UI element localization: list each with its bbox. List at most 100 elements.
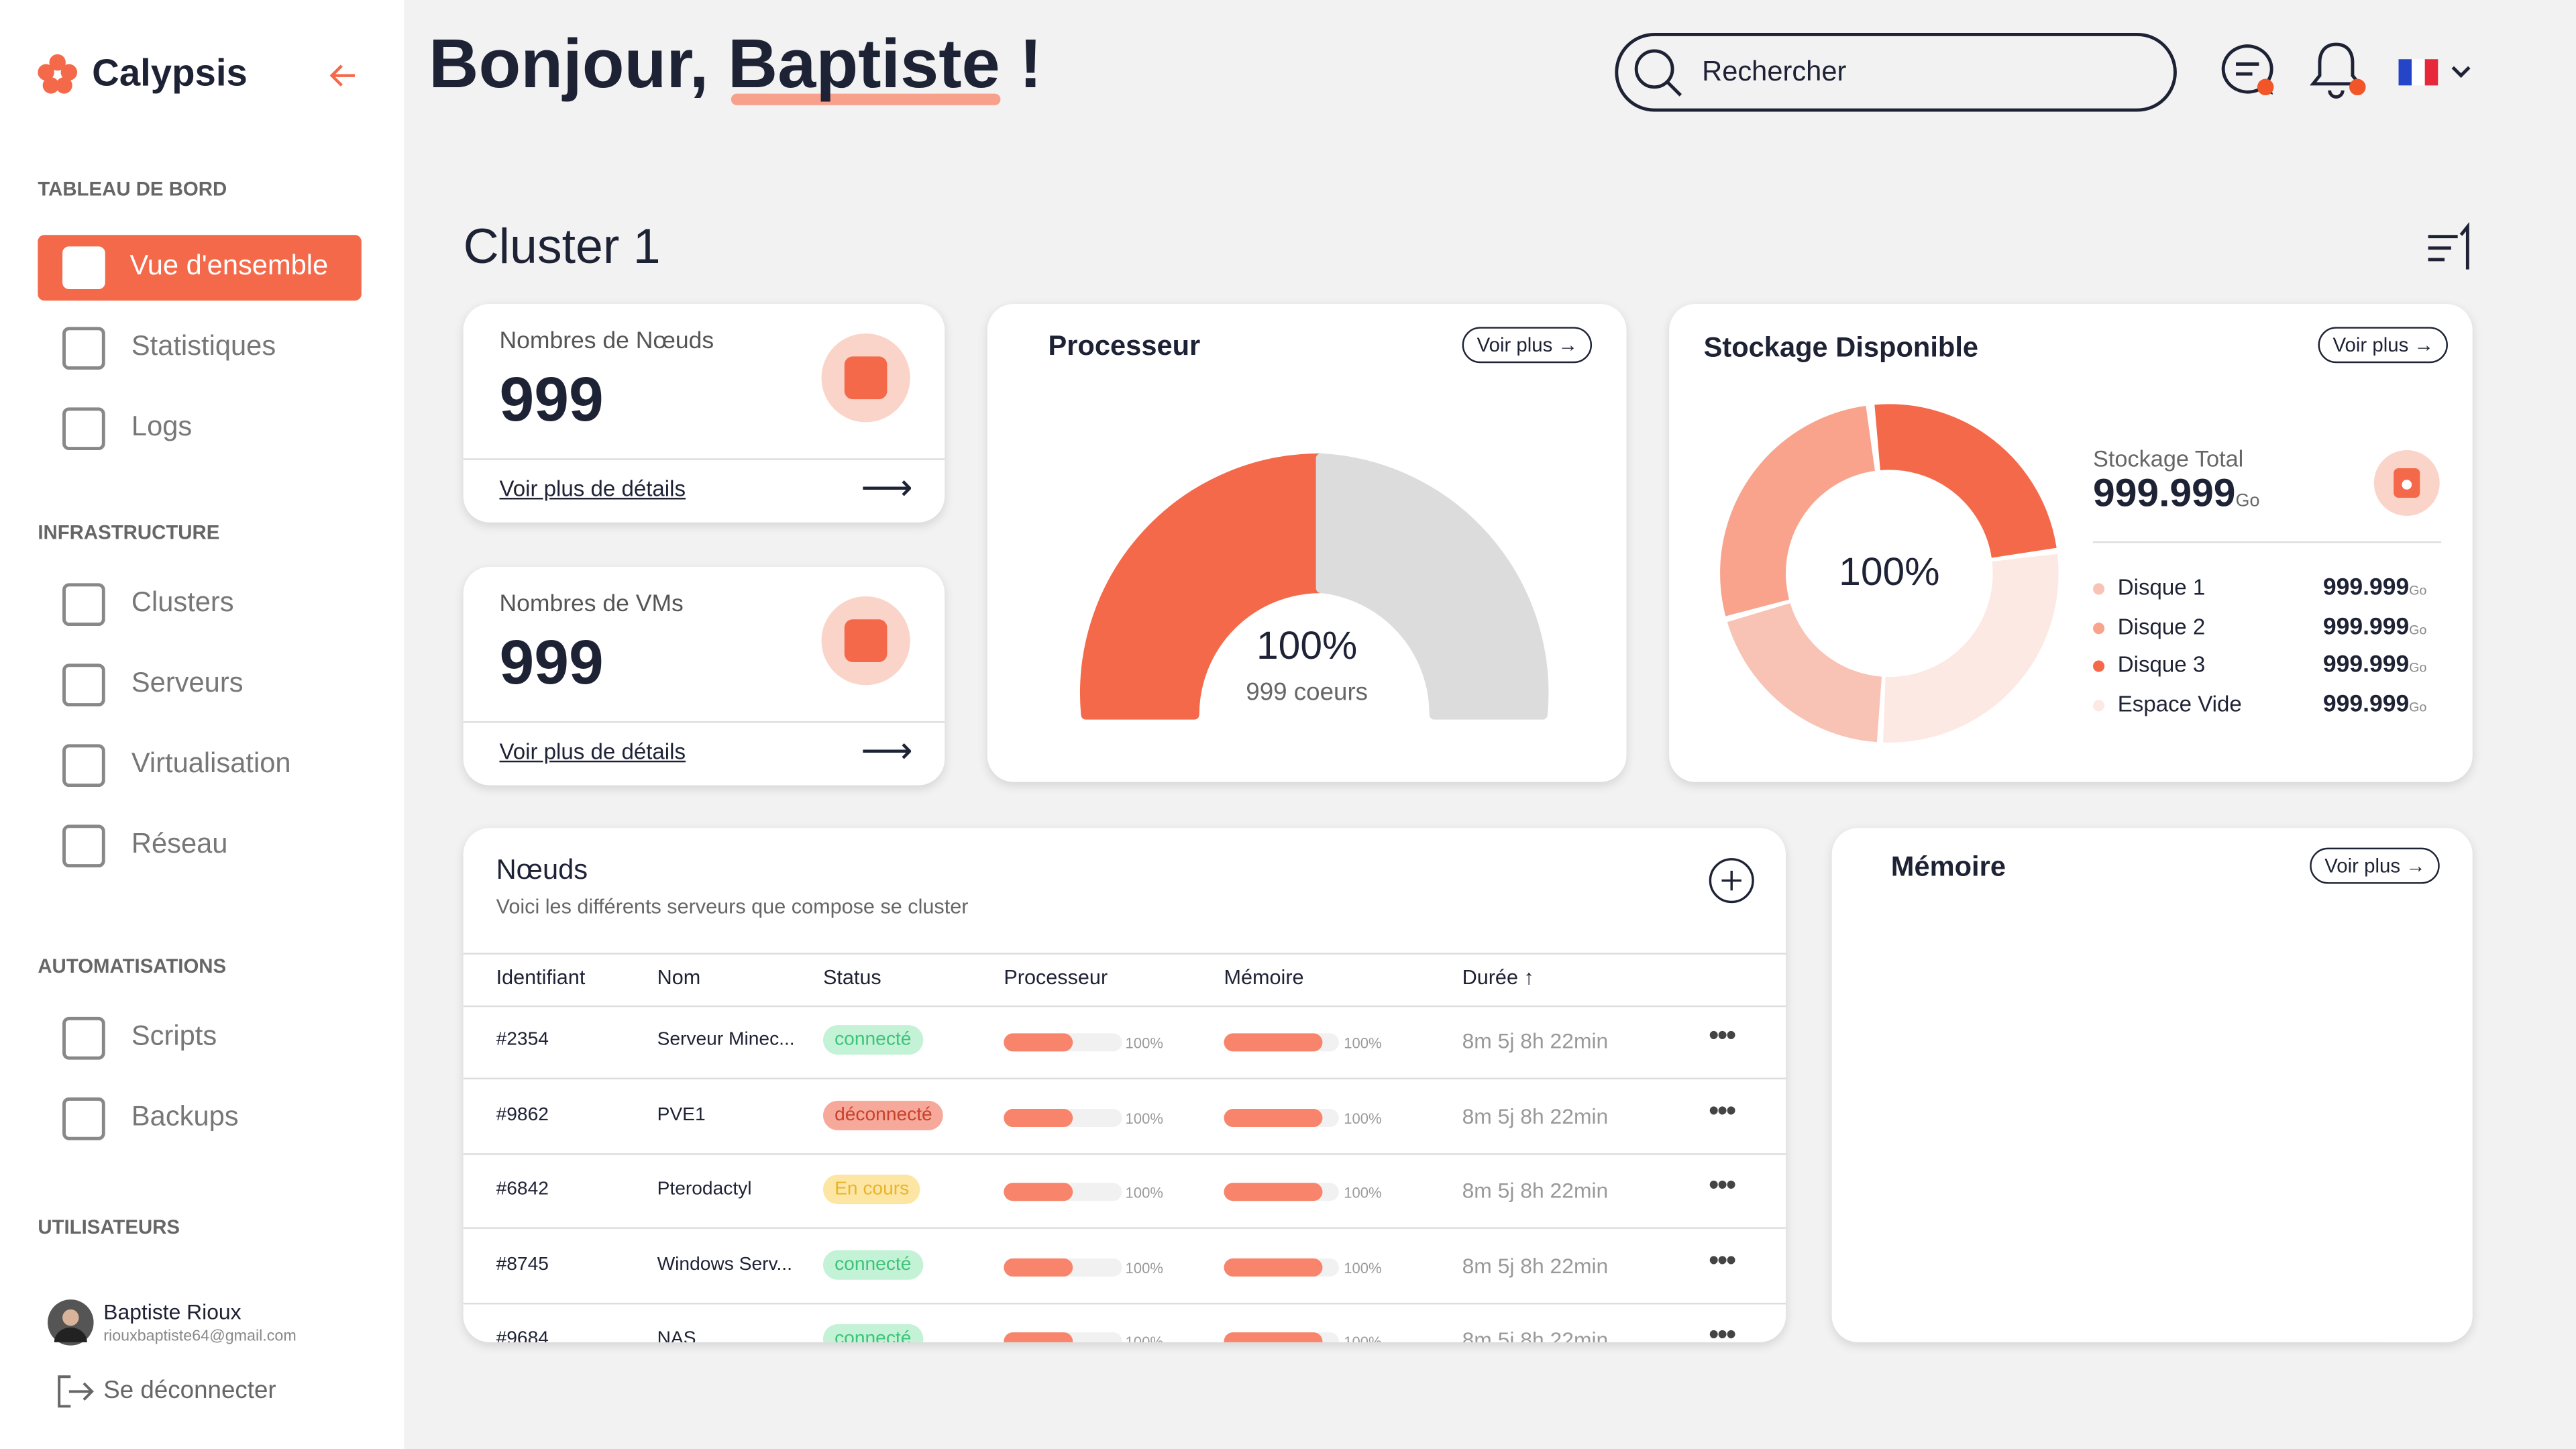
button-text: Voir plus <box>1477 333 1553 357</box>
legend-name: Disque 1 <box>2117 575 2206 600</box>
search-placeholder: Rechercher <box>1702 56 1847 87</box>
bar-fill <box>1224 1033 1323 1052</box>
legend-name: Disque 2 <box>2117 613 2206 639</box>
row-menu[interactable]: ••• <box>1708 1018 1736 1052</box>
legend-number: 999.999 <box>2322 690 2410 717</box>
bar-label: 100% <box>1344 1259 1382 1277</box>
nav-icon <box>62 327 105 370</box>
user-email: riouxbaptiste64@gmail.com <box>103 1327 297 1346</box>
search-box[interactable] <box>1615 32 2177 112</box>
bar-fill <box>1004 1183 1073 1201</box>
bar-label: 100% <box>1126 1335 1163 1342</box>
cell-id: #9684 <box>496 1330 549 1342</box>
stat-icon-inner <box>844 619 888 662</box>
bar-fill <box>1224 1258 1323 1277</box>
column-header: Nom <box>657 966 701 989</box>
logout[interactable]: Se déconnecter <box>103 1377 276 1405</box>
row-menu[interactable]: ••• <box>1708 1093 1736 1127</box>
legend-unit: Go <box>2409 621 2427 637</box>
row-menu[interactable]: ••• <box>1708 1243 1736 1277</box>
status-pill: déconnecté <box>822 1099 944 1130</box>
divider <box>463 458 945 460</box>
processor-title: Processeur <box>1048 330 1201 362</box>
column-header: Mémoire <box>1224 966 1304 989</box>
nav-item[interactable]: Scripts <box>131 1020 217 1052</box>
nav-item[interactable]: Serveurs <box>131 667 244 698</box>
row-menu[interactable]: ••• <box>1708 1318 1736 1342</box>
cell-id: #2354 <box>496 1030 549 1050</box>
arrow[interactable]: ⟶ <box>861 466 913 508</box>
memory-more[interactable]: Voir plus → <box>2310 847 2440 884</box>
status-pill: En cours <box>822 1175 921 1205</box>
column-header: Identifiant <box>496 966 586 989</box>
notifications-button[interactable] <box>2306 38 2372 103</box>
cell-name: PVE1 <box>657 1105 706 1125</box>
bar-label: 100% <box>1125 1259 1163 1277</box>
language-selector[interactable] <box>2398 59 2478 89</box>
exclaim: ! <box>1019 24 1042 102</box>
gauge <box>1079 453 1549 720</box>
legend-dot <box>2093 699 2105 711</box>
legend-dot <box>2093 583 2105 595</box>
processor-more[interactable]: Voir plus → <box>1462 327 1593 364</box>
bar-fill <box>1004 1258 1073 1277</box>
nav-item[interactable]: Logs <box>131 411 193 442</box>
nav-item[interactable]: Vue d'ensemble <box>129 250 329 281</box>
add-node[interactable] <box>1707 856 1756 905</box>
table-title: Nœuds <box>496 854 588 886</box>
column-header: Processeur <box>1004 966 1108 989</box>
nav-item[interactable]: Statistiques <box>131 330 276 362</box>
section-title: AUTOMATISATIONS <box>38 954 227 978</box>
legend-dot <box>2093 621 2105 634</box>
row-menu[interactable]: ••• <box>1708 1168 1736 1201</box>
nav-item[interactable]: Réseau <box>131 828 228 859</box>
nav-icon <box>62 824 105 868</box>
stat-label: Nombres de VMs <box>499 591 684 618</box>
messages-button[interactable] <box>2218 40 2284 102</box>
details-link[interactable]: Voir plus de détails <box>499 476 686 501</box>
cell-duration: 8m 5j 8h 22min <box>1462 1028 1609 1053</box>
legend-value: 999.999Go <box>2323 652 2427 678</box>
nav-item[interactable]: Backups <box>131 1100 239 1132</box>
arrow[interactable]: ⟶ <box>861 729 913 771</box>
storage-more[interactable]: Voir plus → <box>2318 327 2449 364</box>
nav-icon <box>62 1097 105 1140</box>
cell-duration: 8m 5j 8h 22min <box>1462 1328 1609 1342</box>
underline <box>731 93 1000 105</box>
nav-item[interactable]: Clusters <box>131 586 234 618</box>
cell-duration: 8m 5j 8h 22min <box>1462 1178 1609 1203</box>
bar-fill <box>1004 1333 1073 1342</box>
column-header[interactable]: Durée ↑ <box>1462 966 1534 989</box>
bar-label: 100% <box>1344 1110 1382 1127</box>
processor-card: Processeur Voir plus → 100% 999 coeurs <box>987 304 1627 782</box>
row-divider <box>463 1152 1786 1155</box>
memory-card: Mémoire Voir plus → <box>1831 828 2473 1342</box>
nav-icon <box>62 744 105 788</box>
cell-id: #8745 <box>496 1254 549 1275</box>
legend-unit: Go <box>2409 699 2427 714</box>
logout-icon[interactable] <box>56 1373 95 1409</box>
avatar <box>48 1299 94 1346</box>
bar-label: 100% <box>1125 1185 1163 1201</box>
bar-fill <box>1224 1333 1323 1342</box>
nodes-table-card: Nœuds Voici les différents serveurs que … <box>463 828 1786 1342</box>
bar-label: 100% <box>1344 1034 1382 1052</box>
nav-icon <box>62 583 105 627</box>
nav-icon <box>62 1016 105 1060</box>
bar-fill <box>1224 1183 1323 1201</box>
nav-icon <box>62 663 105 707</box>
button-text: Voir plus <box>2324 854 2401 877</box>
cell-name: Pterodactyl <box>657 1179 752 1200</box>
sort-button[interactable] <box>2425 220 2477 272</box>
details-link[interactable]: Voir plus de détails <box>499 739 686 764</box>
logo-icon <box>38 54 78 94</box>
cluster-title: Cluster 1 <box>463 220 661 274</box>
nav-item[interactable]: Virtualisation <box>131 747 291 779</box>
legend-unit: Go <box>2409 660 2427 676</box>
cell-name: Serveur Minec... <box>657 1030 795 1050</box>
storage-title: Stockage Disponible <box>1703 331 1979 364</box>
divider <box>463 1005 1786 1008</box>
collapse-button[interactable] <box>329 62 358 89</box>
divider <box>463 721 945 723</box>
